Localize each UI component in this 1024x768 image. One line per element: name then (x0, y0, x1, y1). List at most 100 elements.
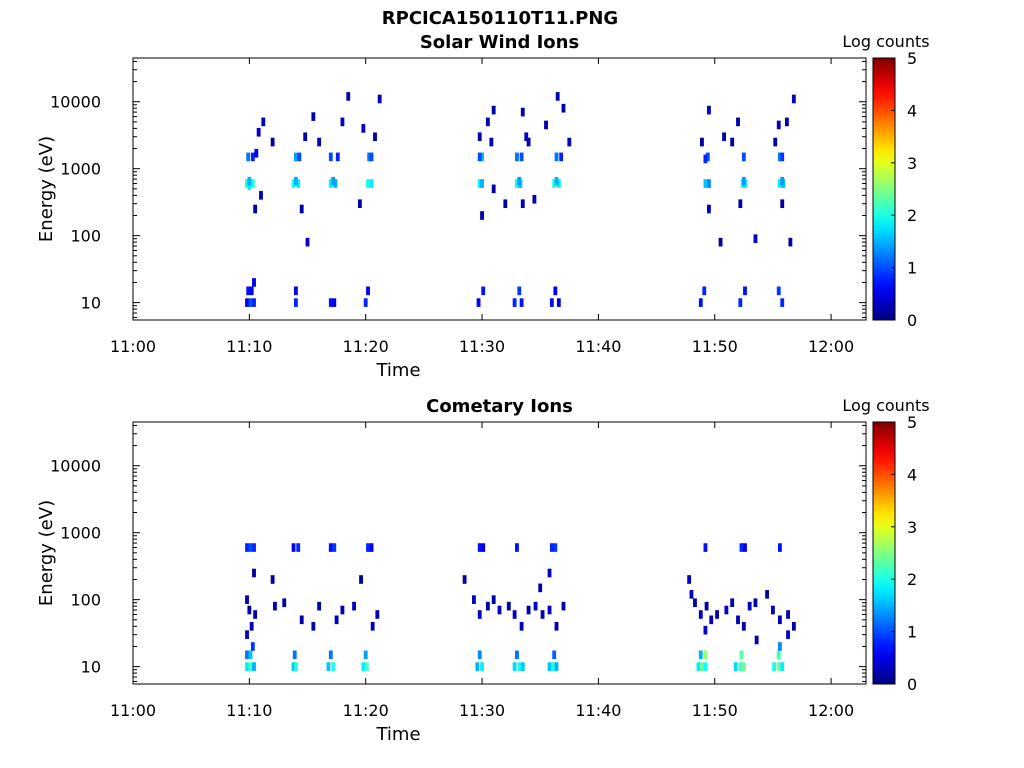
heatmap-cell (270, 575, 275, 584)
heatmap-cell (754, 635, 759, 645)
heatmap-cell (743, 543, 747, 552)
heatmap-cell (328, 543, 333, 552)
y-tick-label: 10000 (50, 457, 101, 476)
heatmap-cell (709, 615, 714, 625)
heatmap-cell (250, 152, 255, 162)
heatmap-cell (245, 179, 249, 188)
heatmap-cell (554, 662, 559, 671)
x-tick-label: 12:00 (808, 701, 854, 720)
heatmap-cell (340, 605, 345, 615)
x-axis-label: Time (375, 360, 420, 381)
heatmap-cell (292, 650, 297, 660)
heatmap-cell (369, 543, 374, 552)
x-tick-label: 11:00 (110, 701, 156, 720)
heatmap-cell (250, 179, 255, 188)
heatmap-cell (373, 132, 377, 142)
heatmap-cell (784, 117, 789, 127)
heatmap-cell (738, 199, 743, 209)
heatmap-cell (777, 543, 782, 552)
heatmap-cell (722, 132, 726, 142)
heatmap-cell (361, 124, 366, 133)
heatmap-cell (519, 152, 524, 162)
heatmap-cell (293, 176, 298, 186)
heatmap-cell (512, 298, 517, 307)
heatmap-cell (771, 605, 775, 615)
heatmap-cell (491, 105, 496, 115)
heatmap-cell (282, 598, 287, 608)
heatmap-cell (777, 642, 782, 651)
heatmap-cell (703, 625, 708, 635)
heatmap-cell (475, 662, 480, 671)
heatmap-cell (332, 543, 337, 552)
heatmap-cell (245, 630, 249, 639)
heatmap-cell (741, 621, 746, 631)
heatmap-cell (730, 137, 735, 147)
heatmap-cell (696, 662, 701, 671)
heatmap-cell (293, 298, 298, 307)
heatmap-cell (524, 132, 529, 142)
heatmap-cell (526, 137, 531, 147)
heatmap-cell (547, 662, 552, 671)
heatmap-cell (777, 152, 782, 162)
heatmap-cell (299, 615, 304, 625)
colorbar-tick-label: 2 (907, 206, 917, 225)
x-tick-label: 11:00 (110, 337, 156, 356)
x-tick-label: 11:40 (575, 701, 621, 720)
heatmap-cell (753, 234, 758, 244)
heatmap-cell (553, 286, 558, 296)
heatmap-cell (703, 179, 708, 188)
heatmap-cell (480, 211, 484, 220)
heatmap-cell (786, 630, 790, 639)
colorbar-tick-label: 3 (907, 518, 917, 537)
heatmap-cell (693, 598, 697, 608)
heatmap-cell (252, 298, 256, 307)
heatmap-cell (512, 610, 517, 619)
heatmap-cell (549, 298, 554, 307)
heatmap-cell (707, 204, 711, 214)
colorbar-tick-label: 2 (907, 570, 917, 589)
heatmap-cell (519, 298, 524, 307)
y-axis-label: Energy (eV) (36, 500, 57, 606)
heatmap-cell (299, 204, 304, 214)
heatmap-cell (777, 179, 782, 188)
heatmap-cell (366, 286, 370, 296)
heatmap-cell (526, 605, 531, 615)
heatmap-cell (700, 662, 704, 671)
heatmap-cell (733, 662, 738, 671)
colorbar (872, 57, 896, 321)
x-tick-label: 11:30 (459, 337, 505, 356)
x-tick-label: 11:20 (343, 337, 389, 356)
heatmap-cell (248, 650, 253, 660)
heatmap-cell (561, 601, 566, 611)
heatmap-cell (363, 650, 368, 660)
heatmap-cell (480, 152, 484, 162)
heatmap-cell (554, 152, 559, 162)
panel-title: Cometary Ions (426, 396, 573, 417)
heatmap-cell (293, 286, 298, 296)
y-tick-label: 1000 (60, 524, 101, 543)
heatmap-cell (544, 120, 548, 130)
heatmap-cell (552, 179, 557, 188)
heatmap-cell (366, 543, 370, 552)
heatmap-cell (739, 543, 744, 552)
heatmap-cell (520, 662, 525, 671)
heatmap-cell (556, 179, 561, 188)
heatmap-cell (517, 286, 522, 296)
heatmap-cell (364, 662, 369, 671)
colorbar-tick-label: 5 (907, 413, 917, 432)
heatmap-cell (328, 298, 333, 307)
heatmap-cell (519, 621, 524, 631)
heatmap-cell (556, 298, 561, 307)
heatmap-cell (246, 286, 251, 296)
heatmap-cell (776, 650, 781, 660)
heatmap-cell (252, 543, 256, 552)
heatmap-cell (736, 117, 740, 127)
colorbar-tick-label: 1 (907, 259, 917, 278)
heatmap-cell (253, 610, 258, 619)
heatmap-cell (261, 117, 266, 127)
heatmap-cell (245, 650, 249, 660)
heatmap-cell (517, 176, 522, 186)
colorbar-tick-label: 1 (907, 623, 917, 642)
heatmap-cell (777, 615, 782, 625)
